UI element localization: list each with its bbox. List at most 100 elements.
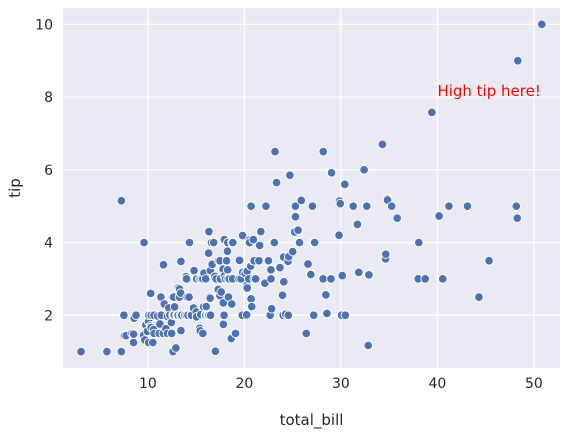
data-point [362, 201, 372, 211]
data-point [275, 262, 285, 273]
data-point [201, 301, 211, 312]
y-axis-label: tip [6, 178, 24, 198]
data-point [181, 274, 192, 284]
data-point [246, 201, 256, 211]
x-tick-label: 20 [236, 376, 254, 392]
y-tick-label: 2 [44, 308, 53, 324]
data-point [462, 201, 473, 211]
data-point [307, 201, 318, 211]
data-point [263, 255, 274, 266]
data-point [318, 146, 329, 157]
data-point [210, 346, 221, 357]
data-point [301, 328, 312, 339]
data-point [303, 259, 313, 269]
data-point [158, 259, 169, 270]
data-point [76, 346, 86, 357]
x-tick-label: 30 [332, 376, 350, 392]
data-point [254, 255, 264, 266]
y-tick-label: 6 [44, 163, 53, 179]
data-point [204, 226, 214, 237]
data-point [184, 237, 195, 248]
x-axis-label: total_bill [280, 411, 344, 430]
data-point [337, 270, 348, 281]
x-tick-labels: 10 20 30 40 50 [139, 376, 543, 392]
data-point [318, 274, 328, 284]
data-point [511, 201, 522, 211]
data-point [352, 219, 363, 230]
data-point [377, 139, 388, 150]
data-point [131, 310, 141, 321]
data-point [222, 265, 233, 275]
data-point [176, 325, 186, 336]
data-point [166, 328, 177, 339]
data-point [340, 310, 351, 321]
data-point [269, 237, 280, 248]
data-point [334, 230, 344, 241]
data-point [293, 225, 303, 235]
data-point [420, 274, 430, 284]
data-point [427, 107, 437, 118]
data-point [326, 167, 337, 178]
x-tick-label: 50 [525, 376, 543, 392]
data-point [102, 346, 112, 357]
data-point [359, 165, 369, 175]
data-point [116, 195, 127, 206]
data-point [205, 310, 216, 321]
data-point [227, 299, 237, 309]
data-point [306, 269, 316, 280]
data-point [434, 211, 444, 221]
data-point [237, 230, 248, 241]
data-point [241, 310, 252, 320]
data-point [283, 310, 294, 321]
data-point [266, 265, 276, 275]
data-point [290, 211, 301, 222]
data-point [364, 270, 374, 280]
data-point [308, 310, 319, 321]
data-point [234, 255, 245, 266]
data-point [254, 240, 265, 251]
data-point [119, 310, 129, 321]
data-point [208, 237, 219, 248]
data-point [309, 237, 320, 248]
data-point [266, 274, 276, 284]
data-point [218, 319, 229, 330]
data-point [250, 274, 261, 284]
data-point [335, 198, 346, 209]
data-point [290, 201, 301, 211]
data-point [184, 292, 194, 302]
data-point [116, 346, 127, 357]
data-points [76, 19, 547, 357]
data-point [176, 256, 186, 267]
data-point [512, 213, 522, 223]
plot-background [63, 8, 560, 368]
data-point [354, 267, 364, 278]
data-point [270, 146, 280, 157]
data-point [474, 292, 484, 302]
data-point [145, 288, 156, 299]
data-point [285, 170, 295, 181]
data-point [322, 308, 332, 319]
data-point [205, 293, 215, 303]
data-point [128, 329, 139, 339]
data-point [392, 213, 402, 223]
data-point [198, 328, 208, 339]
data-point [321, 290, 331, 300]
data-point [256, 226, 266, 237]
data-point [513, 55, 523, 66]
data-point [222, 246, 233, 257]
y-tick-label: 4 [44, 236, 53, 252]
data-point [537, 19, 547, 30]
data-point [444, 201, 454, 211]
data-point [171, 343, 181, 353]
data-point [279, 277, 289, 287]
data-point [189, 265, 199, 276]
data-point [248, 234, 259, 245]
data-point [200, 274, 211, 284]
data-point [287, 246, 298, 257]
data-point [271, 177, 282, 188]
data-point [128, 337, 139, 348]
annotation-label: High tip here! [437, 82, 540, 100]
data-point [247, 301, 257, 312]
